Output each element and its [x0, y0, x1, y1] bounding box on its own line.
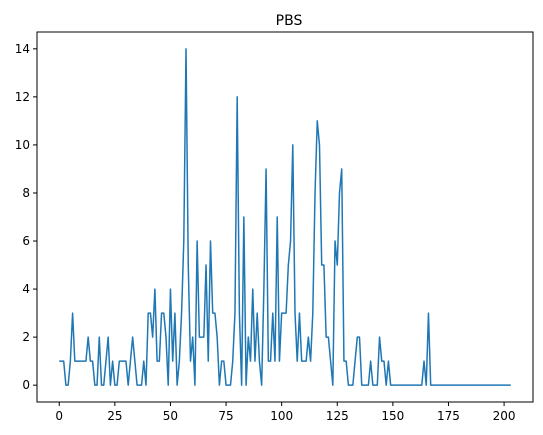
- x-tick-label: 25: [107, 409, 122, 423]
- x-axis: 0 25 50 75 100 125 150 175 200: [55, 402, 516, 423]
- y-tick-label: 4: [22, 282, 30, 296]
- x-tick-label: 125: [326, 409, 349, 423]
- y-tick-label: 2: [22, 330, 30, 344]
- y-tick-label: 0: [22, 378, 30, 392]
- plot-area: [36, 31, 534, 403]
- x-tick-label: 50: [163, 409, 178, 423]
- series-line: [59, 48, 511, 386]
- y-tick-label: 8: [22, 186, 30, 200]
- chart-title: PBS: [276, 13, 303, 29]
- y-axis: 0 2 4 6 8 10 12 14: [15, 42, 37, 392]
- x-tick-label: 0: [55, 409, 63, 423]
- x-tick-label: 200: [493, 409, 516, 423]
- y-tick-label: 12: [15, 90, 30, 104]
- x-tick-label: 100: [270, 409, 293, 423]
- x-tick-label: 175: [437, 409, 460, 423]
- y-tick-label: 6: [22, 234, 30, 248]
- y-tick-label: 10: [15, 138, 30, 152]
- x-tick-label: 75: [218, 409, 233, 423]
- plot-frame: [36, 31, 534, 403]
- x-tick-label: 150: [381, 409, 404, 423]
- y-tick-label: 14: [15, 42, 30, 56]
